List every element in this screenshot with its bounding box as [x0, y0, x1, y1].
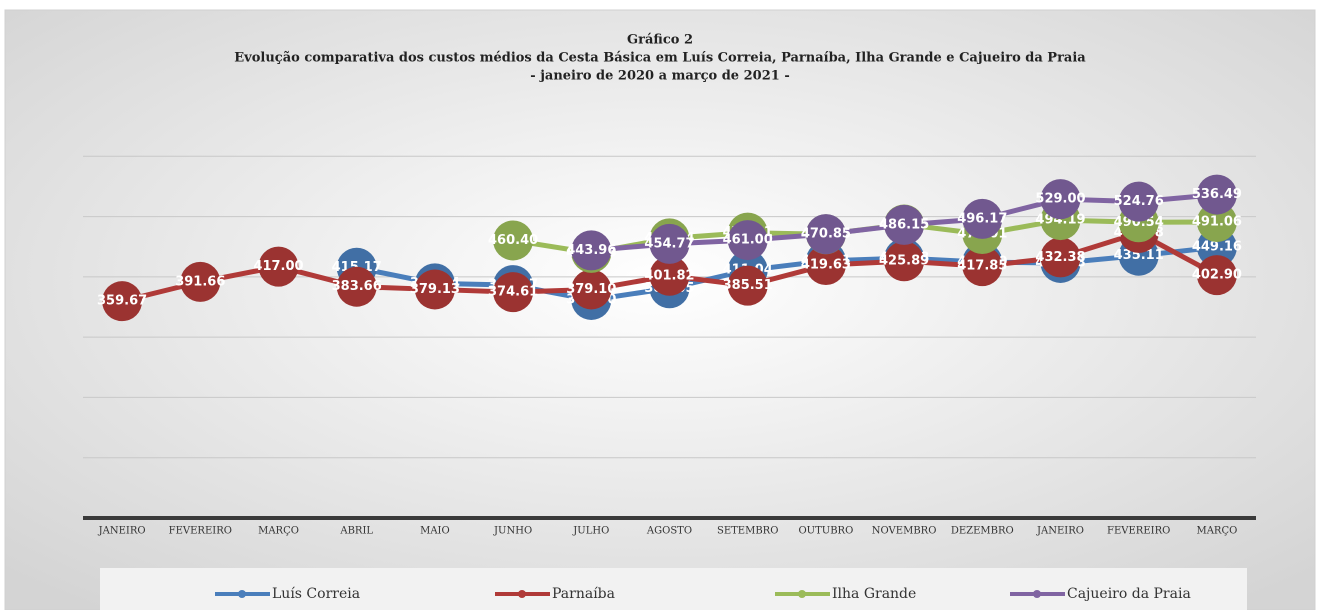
legend-background — [100, 568, 1247, 610]
data-label: 449.16 — [1192, 240, 1242, 255]
data-label: 383.66 — [332, 279, 382, 294]
chart-background — [4, 9, 1316, 610]
x-tick-label: FEVEREIRO — [1107, 526, 1170, 537]
legend-label: Parnaíba — [552, 586, 615, 602]
legend-marker — [1033, 590, 1041, 598]
data-label: 491.06 — [1192, 214, 1242, 229]
x-tick-label: FEVEREIRO — [169, 526, 232, 537]
data-label: 379.10 — [566, 282, 616, 297]
data-label: 417.00 — [253, 259, 303, 274]
data-point — [102, 281, 143, 322]
data-label: 435.11 — [1114, 248, 1164, 263]
data-label: 486.15 — [879, 217, 929, 232]
data-label: 432.38 — [1035, 250, 1085, 265]
chart-subtitle: Evolução comparativa dos custos médios d… — [234, 51, 1086, 66]
data-point — [1118, 181, 1159, 222]
data-label: 470.85 — [801, 227, 851, 242]
x-tick-label: JANEIRO — [1036, 526, 1084, 537]
data-point — [1040, 237, 1081, 278]
data-label: 454.77 — [644, 236, 694, 251]
data-point — [258, 246, 299, 287]
data-label: 443.96 — [566, 243, 616, 258]
data-label: 494.19 — [1035, 213, 1085, 228]
data-label: 496.17 — [957, 211, 1007, 226]
data-point — [727, 265, 768, 306]
data-point — [1196, 255, 1237, 296]
x-tick-label: MARÇO — [258, 526, 299, 537]
x-tick-label: MAIO — [420, 526, 450, 537]
data-label: 425.89 — [879, 254, 929, 269]
legend-marker — [798, 590, 806, 598]
x-tick-label: JULHO — [572, 526, 609, 537]
data-label: 460.40 — [488, 233, 538, 248]
data-point — [571, 230, 612, 271]
legend-marker — [238, 590, 246, 598]
data-point — [805, 245, 846, 286]
data-point — [493, 220, 534, 261]
data-point — [1196, 201, 1237, 242]
data-label: 461.00 — [723, 233, 773, 248]
data-label: 524.76 — [1114, 194, 1164, 209]
data-point — [962, 198, 1003, 239]
data-label: 529.00 — [1035, 192, 1085, 207]
data-label: 379.13 — [410, 282, 460, 297]
x-tick-label: MARÇO — [1196, 526, 1237, 537]
legend-marker — [518, 590, 526, 598]
data-label: 419.63 — [801, 258, 851, 273]
legend-label: Ilha Grande — [832, 586, 916, 602]
data-label: 391.66 — [175, 274, 225, 289]
data-label: 536.49 — [1192, 187, 1242, 202]
data-point — [336, 266, 377, 307]
x-tick-label: NOVEMBRO — [872, 526, 937, 537]
legend-label: Cajueiro da Praia — [1067, 586, 1191, 602]
data-label: 401.82 — [644, 268, 694, 283]
data-point — [1040, 179, 1081, 220]
data-point — [180, 261, 221, 302]
data-label: 359.67 — [97, 294, 147, 309]
x-tick-label: OUTUBRO — [798, 526, 853, 537]
data-point — [493, 272, 534, 313]
data-point — [1196, 174, 1237, 215]
data-label: 402.90 — [1192, 268, 1242, 283]
x-tick-label: JUNHO — [493, 526, 532, 537]
chart-title: Gráfico 2 — [627, 33, 693, 48]
x-tick-label: DEZEMBRO — [951, 526, 1014, 537]
chart-period: - janeiro de 2020 a março de 2021 - — [530, 69, 789, 84]
data-point — [414, 269, 455, 310]
legend-label: Luís Correia — [272, 586, 360, 602]
data-point — [962, 246, 1003, 287]
data-label: 417.85 — [957, 259, 1007, 274]
data-point — [884, 204, 925, 245]
x-tick-label: AGOSTO — [646, 526, 692, 537]
data-point — [649, 223, 690, 264]
x-tick-label: ABRIL — [339, 526, 373, 537]
data-point — [805, 214, 846, 255]
x-tick-label: JANEIRO — [98, 526, 146, 537]
data-label: 490.54 — [1114, 215, 1164, 230]
data-point — [727, 220, 768, 261]
x-tick-label: SETEMBRO — [717, 526, 778, 537]
data-point — [884, 241, 925, 282]
data-point — [649, 255, 690, 296]
data-point — [571, 269, 612, 310]
data-label: 374.61 — [488, 285, 538, 300]
data-label: 385.51 — [723, 278, 773, 293]
